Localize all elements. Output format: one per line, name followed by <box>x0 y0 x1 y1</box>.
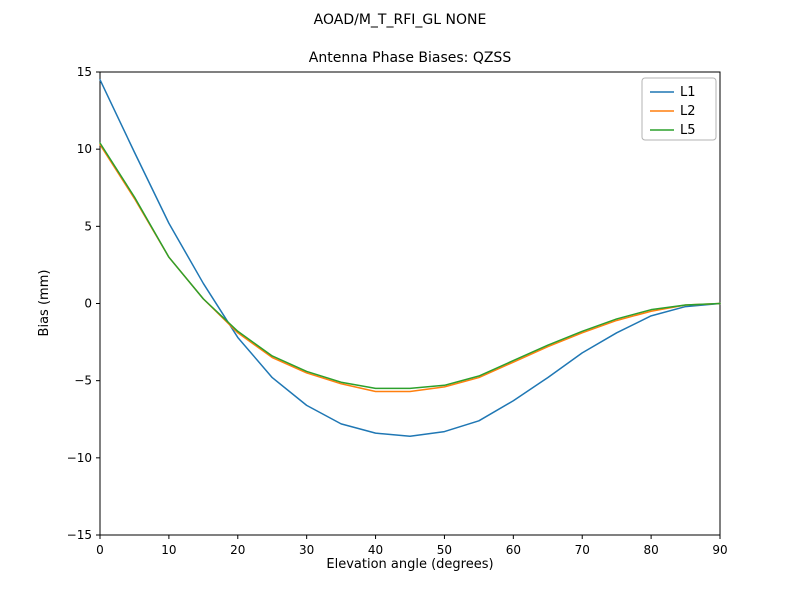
y-axis-label: Bias (mm) <box>37 270 52 337</box>
x-tick-label: 0 <box>96 543 104 557</box>
y-tick-label: 15 <box>77 65 92 79</box>
x-tick-label: 50 <box>437 543 452 557</box>
axis-ticks: 0 10 20 30 40 50 60 70 80 90 −15 −10 −5 0 5 10 15 <box>67 65 728 557</box>
x-tick-label: 80 <box>643 543 658 557</box>
legend: L1 L2 L5 <box>641 77 717 141</box>
y-tick-label: −10 <box>67 451 92 465</box>
legend-label-L5: L5 <box>680 123 696 138</box>
series-line-L5 <box>99 142 721 390</box>
x-tick-label: 70 <box>575 543 590 557</box>
x-tick-label: 90 <box>712 543 727 557</box>
x-tick-label: 60 <box>506 543 521 557</box>
x-axis-label: Elevation angle (degrees) <box>326 557 493 572</box>
x-tick-label: 10 <box>161 543 176 557</box>
x-tick-label: 30 <box>299 543 314 557</box>
legend-label-L1: L1 <box>680 85 696 100</box>
y-tick-label: 10 <box>77 142 92 156</box>
axes-title: Antenna Phase Biases: QZSS <box>309 50 512 66</box>
x-tick-label: 40 <box>368 543 383 557</box>
legend-label-L2: L2 <box>680 104 696 119</box>
x-tick-label: 20 <box>230 543 245 557</box>
y-tick-label: 0 <box>84 297 92 311</box>
series-lines <box>99 78 721 437</box>
y-tick-label: 5 <box>84 219 92 233</box>
y-tick-label: −15 <box>67 528 92 542</box>
figure-title: AOAD/M_T_RFI_GL NONE <box>314 12 487 28</box>
y-tick-label: −5 <box>74 374 92 388</box>
legend-box <box>641 77 717 141</box>
series-line-L1 <box>99 78 721 437</box>
plot-area <box>99 71 721 536</box>
